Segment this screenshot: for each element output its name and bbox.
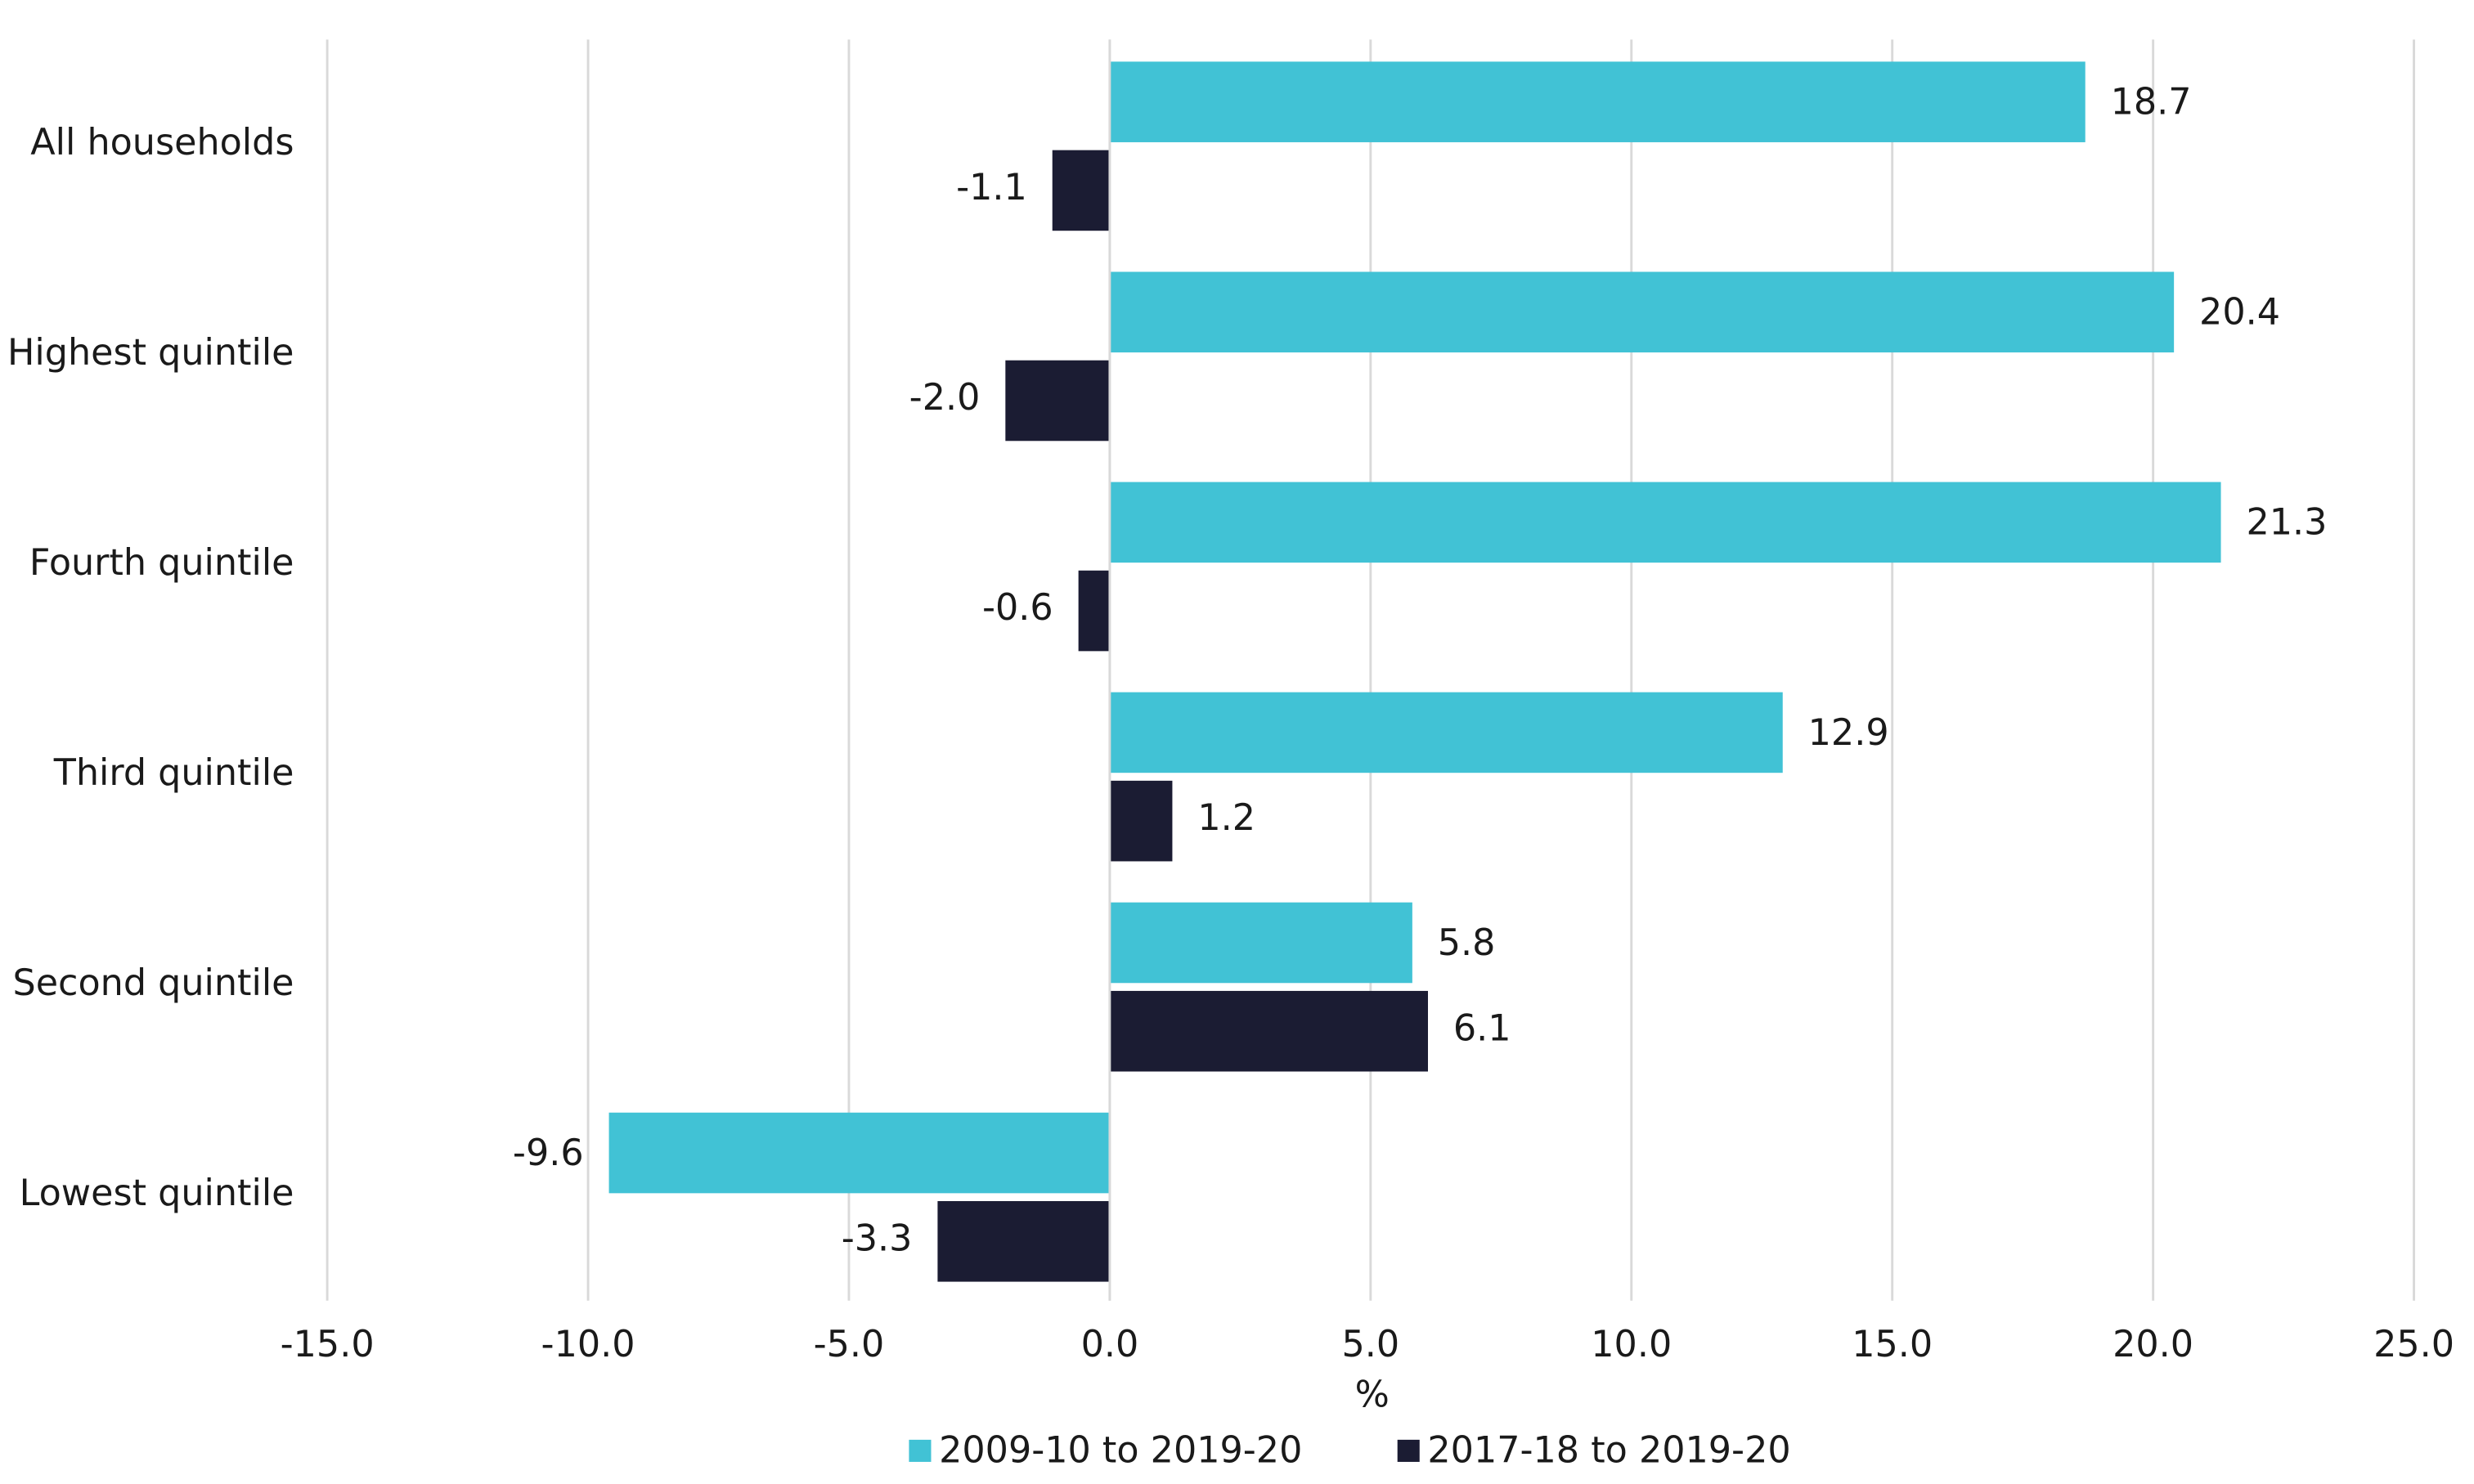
legend-label: 2017-18 to 2019-20 <box>1427 1429 1790 1471</box>
bar <box>1052 150 1110 231</box>
bar <box>1109 692 1783 773</box>
x-tick-label: 20.0 <box>2113 1324 2193 1365</box>
x-tick-label: -5.0 <box>814 1324 885 1365</box>
x-tick-label: 10.0 <box>1591 1324 1672 1365</box>
value-label: 6.1 <box>1453 1007 1511 1049</box>
value-label: 20.4 <box>2199 292 2280 334</box>
bar <box>1109 61 2086 142</box>
y-tick-label: Second quintile <box>13 962 294 1004</box>
bar <box>608 1112 1110 1194</box>
bar <box>1109 482 2221 563</box>
x-tick-label: 15.0 <box>1852 1324 1933 1365</box>
x-tick-label: -10.0 <box>541 1324 635 1365</box>
legend-label: 2009-10 to 2019-20 <box>939 1429 1302 1471</box>
bar <box>1005 360 1110 442</box>
legend-swatch <box>1397 1439 1420 1462</box>
value-label: -2.0 <box>909 377 981 419</box>
value-label: 18.7 <box>2111 82 2192 123</box>
x-axis-label: % <box>1355 1374 1390 1416</box>
value-label: -9.6 <box>513 1132 584 1174</box>
bar <box>937 1201 1110 1282</box>
value-label: 1.2 <box>1197 797 1255 839</box>
bar <box>1109 780 1173 862</box>
y-tick-label: Lowest quintile <box>20 1172 294 1214</box>
value-label: 21.3 <box>2246 502 2327 544</box>
value-label: 12.9 <box>1808 712 1889 754</box>
x-tick-label: -15.0 <box>281 1324 375 1365</box>
bar <box>1109 990 1428 1072</box>
y-tick-label: Fourth quintile <box>29 542 294 584</box>
x-tick-label: 0.0 <box>1081 1324 1139 1365</box>
legend-swatch <box>909 1439 932 1462</box>
bar <box>1078 570 1110 652</box>
bar <box>1109 271 2175 353</box>
y-tick-label: Highest quintile <box>7 332 294 374</box>
y-tick-label: All households <box>30 122 294 164</box>
x-tick-label: 25.0 <box>2373 1324 2454 1365</box>
bar <box>1109 902 1412 984</box>
y-tick-label: Third quintile <box>53 752 294 794</box>
value-label: -0.6 <box>982 587 1053 629</box>
value-label: -1.1 <box>956 167 1027 208</box>
value-label: 5.8 <box>1438 922 1496 964</box>
value-label: -3.3 <box>842 1217 913 1259</box>
x-tick-label: 5.0 <box>1341 1324 1399 1365</box>
